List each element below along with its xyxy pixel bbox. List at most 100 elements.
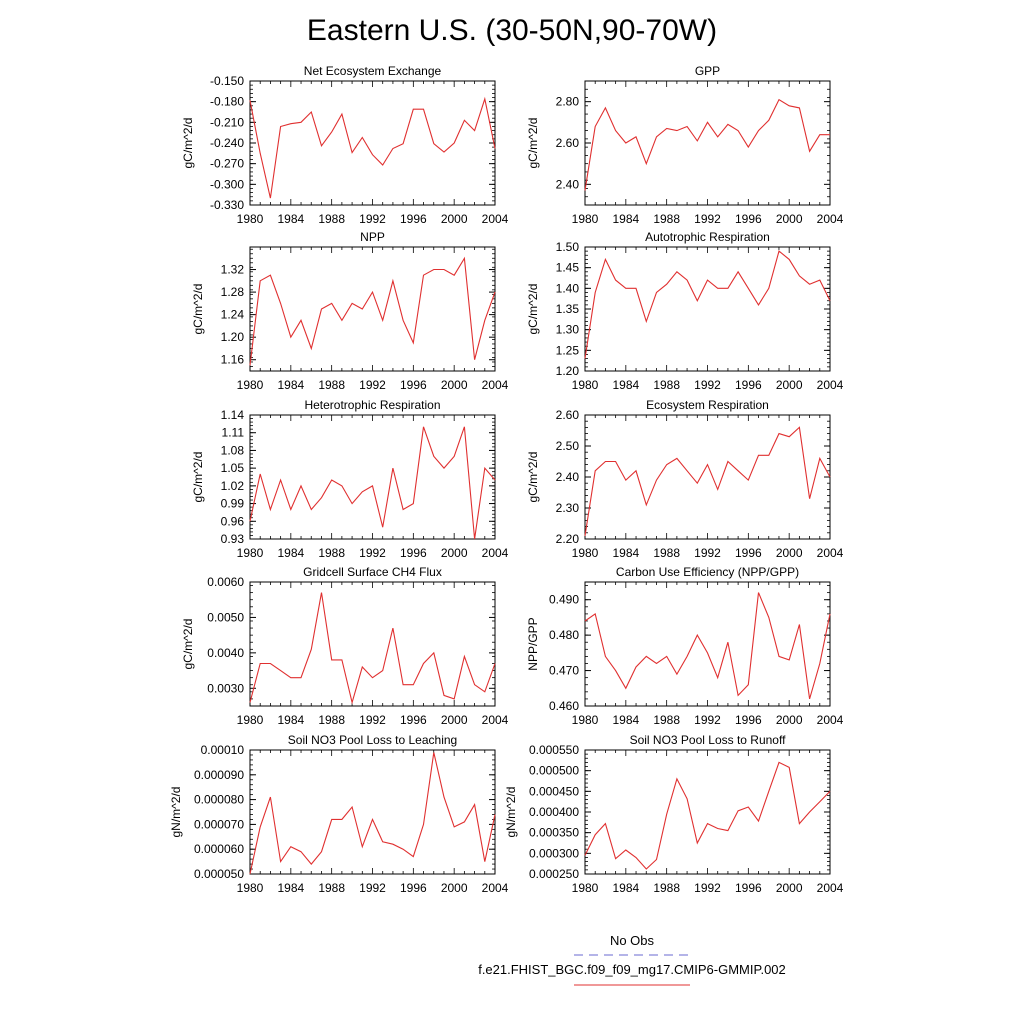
x-tick-label: 2004 [482,212,509,226]
x-tick-label: 1996 [400,212,427,226]
series-line [249,752,496,875]
x-tick-label: 1992 [694,881,721,895]
x-tick-label: 2000 [776,713,803,727]
chart-title: NPP [360,230,385,244]
chart-title: Ecosystem Respiration [646,398,769,412]
x-tick-label: 2000 [441,881,468,895]
x-tick-label: 1996 [400,378,427,392]
y-tick-label: 1.32 [221,263,245,277]
x-tick-label: 1992 [359,546,386,560]
y-tick-label: 2.80 [556,95,580,109]
plot-frame [249,414,496,540]
x-tick-label: 1984 [277,713,304,727]
x-tick-label: 1984 [277,378,304,392]
y-tick-label: 0.000080 [194,793,244,807]
x-tick-label: 1980 [237,546,264,560]
y-tick-label: 0.000250 [529,867,579,881]
x-tick-label: 1980 [237,881,264,895]
y-tick-label: 0.00010 [201,743,245,757]
y-tick-label: 0.0040 [207,646,244,660]
y-tick-label: 0.000350 [529,826,579,840]
page-title: Eastern U.S. (30-50N,90-70W) [306,14,718,47]
x-tick-label: 2000 [776,378,803,392]
x-tick-label: 2000 [441,378,468,392]
y-tick-label: 0.000400 [529,805,579,819]
y-tick-label: 2.60 [556,136,580,150]
chart-panel-2: GPP 2.40 2.60 2.80 1980 1984 1988 1992 1996 2000 2… [526,64,844,226]
plot-frame [249,581,496,707]
plot-frame [584,749,831,875]
x-tick-label: 1992 [694,546,721,560]
y-tick-label: 2.60 [556,408,580,422]
chart-panel-7: Gridcell Surface CH4 Flux 0.0030 0.0040 0.0… [181,565,509,727]
x-tick-label: 1996 [735,713,762,727]
x-tick-label: 1996 [735,881,762,895]
y-tick-label: 1.25 [556,343,580,357]
y-tick-label: 0.470 [549,664,579,678]
y-tick-label: -0.150 [210,74,244,88]
y-tick-label: 1.02 [221,479,245,493]
y-tick-label: 2.40 [556,177,580,191]
y-axis-label: gC/m^2/d [191,452,205,503]
y-axis-label: gC/m^2/d [181,619,195,670]
x-tick-label: 2000 [776,212,803,226]
x-tick-label: 2000 [441,713,468,727]
x-tick-label: 1988 [653,881,680,895]
y-tick-label: 2.40 [556,470,580,484]
x-tick-label: 2000 [776,881,803,895]
x-tick-label: 1980 [572,546,599,560]
chart-panel-10: Soil NO3 Pool Loss to Runoff 0.000250 0.00… [504,733,844,895]
x-tick-label: 1984 [612,546,639,560]
chart-title: GPP [695,64,720,78]
y-tick-label: -0.300 [210,177,244,191]
chart-title: Gridcell Surface CH4 Flux [303,565,442,579]
series-line [249,96,496,199]
x-tick-label: 1992 [694,713,721,727]
x-tick-label: 1988 [318,713,345,727]
x-tick-label: 1984 [612,881,639,895]
series-line [584,98,830,191]
x-tick-label: 1992 [359,713,386,727]
y-tick-label: 1.24 [221,308,245,322]
y-tick-label: 0.93 [221,532,245,546]
x-tick-label: 1984 [612,378,639,392]
y-tick-label: 0.0050 [207,610,244,624]
x-tick-label: 2000 [776,546,803,560]
x-tick-label: 1992 [694,378,721,392]
x-tick-label: 1984 [612,713,639,727]
chart-panel-8: Carbon Use Efficiency (NPP/GPP) 0.460 0.47… [526,565,844,727]
x-tick-label: 1984 [277,212,304,226]
y-tick-label: 0.99 [221,497,245,511]
x-tick-label: 1984 [277,881,304,895]
plot-frame [584,80,831,206]
x-tick-label: 1992 [359,881,386,895]
x-tick-label: 1992 [359,212,386,226]
y-tick-label: 0.000050 [194,867,244,881]
y-tick-label: 0.000090 [194,768,244,782]
y-tick-label: 1.14 [221,408,245,422]
y-tick-label: 0.000070 [194,817,244,831]
chart-panel-4: Autotrophic Respiration 1.20 1.25 1.30 1.35 1… [526,230,844,392]
x-tick-label: 1988 [318,881,345,895]
y-tick-label: 1.40 [556,281,580,295]
chart-panel-5: Heterotrophic Respiration 0.93 0.96 0.99 1.0… [191,398,509,560]
x-tick-label: 1996 [735,212,762,226]
x-tick-label: 1996 [400,546,427,560]
y-tick-label: -0.240 [210,136,244,150]
y-tick-label: 0.480 [549,628,579,642]
y-tick-label: 1.16 [221,353,245,367]
y-axis-label: gC/m^2/d [526,284,540,335]
y-tick-label: 0.0060 [207,575,244,589]
y-tick-label: 2.20 [556,532,580,546]
x-tick-label: 2004 [482,378,509,392]
x-tick-label: 1988 [653,212,680,226]
series-line [584,250,831,359]
plot-frame [249,749,496,875]
chart-panel-6: Ecosystem Respiration 2.20 2.30 2.40 2.50 2.6… [526,398,844,560]
y-tick-label: 0.000550 [529,743,579,757]
x-tick-label: 1988 [318,546,345,560]
x-tick-label: 1984 [612,212,639,226]
y-tick-label: 1.50 [556,240,580,254]
chart-title: Autotrophic Respiration [645,230,770,244]
